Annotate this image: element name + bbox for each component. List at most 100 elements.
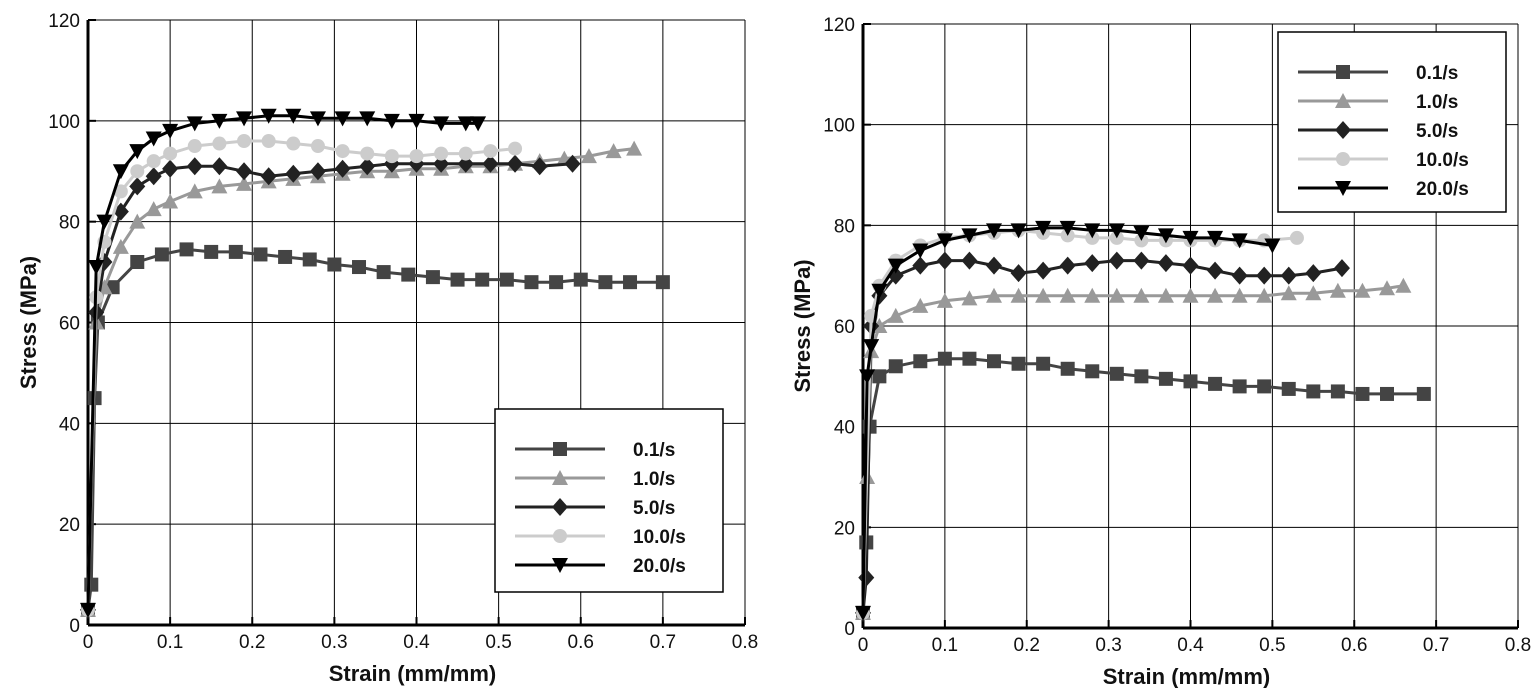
data-point (211, 178, 228, 194)
data-point (1035, 261, 1052, 280)
x-axis-title: Strain (mm/mm) (329, 661, 496, 686)
legend-label: 1.0/s (633, 469, 675, 490)
data-point (1036, 356, 1051, 371)
data-point (376, 265, 391, 280)
data-point (359, 157, 376, 176)
series-10-0-s (81, 134, 523, 617)
data-point (499, 272, 514, 287)
series-line (861, 226, 1273, 613)
data-point (285, 164, 302, 183)
data-point (871, 283, 888, 299)
data-point (186, 157, 203, 176)
data-point (1232, 379, 1247, 394)
data-point (1084, 287, 1101, 303)
legend-box (494, 408, 724, 593)
data-point (1157, 287, 1174, 303)
y-tick-label: 20 (834, 518, 855, 539)
legend-label: 5.0/s (633, 498, 675, 519)
data-point (112, 238, 129, 254)
data-point (1084, 223, 1101, 239)
data-point (1108, 223, 1125, 239)
data-point (334, 159, 351, 178)
x-tick-label: 0.2 (1014, 635, 1040, 656)
data-point (1059, 220, 1076, 236)
data-point (912, 243, 929, 259)
data-point (310, 139, 325, 154)
data-point (146, 154, 161, 169)
data-point (253, 247, 268, 262)
data-point (401, 267, 416, 282)
data-point (162, 193, 179, 209)
data-point (962, 351, 977, 366)
x-tick-label: 0.5 (485, 632, 511, 653)
data-point (1207, 261, 1224, 280)
x-tick-label: 0 (83, 632, 94, 653)
data-point (352, 260, 367, 275)
data-point (1059, 256, 1076, 275)
data-point (936, 292, 953, 308)
y-tick-label: 80 (834, 216, 855, 237)
data-point (1108, 251, 1125, 270)
y-tick-label: 100 (823, 116, 855, 137)
data-point (961, 228, 978, 244)
data-point (961, 290, 978, 306)
data-point (458, 146, 473, 161)
data-point (302, 252, 317, 267)
data-point (888, 359, 903, 374)
data-point (855, 605, 871, 621)
x-tick-label: 0.8 (1505, 635, 1531, 656)
data-point (573, 272, 588, 287)
data-point (859, 369, 876, 385)
data-point (913, 354, 928, 369)
y-tick-label: 60 (834, 317, 855, 338)
x-tick-label: 0.5 (1259, 635, 1285, 656)
series-line (861, 259, 1343, 614)
y-axis-title: Stress (MPa) (790, 259, 815, 392)
legend-swatch-marker (1336, 65, 1350, 79)
data-point (84, 577, 99, 592)
data-point (154, 247, 169, 262)
x-tick-label: 0.8 (732, 632, 758, 653)
data-point (1010, 223, 1027, 239)
data-point (1157, 228, 1174, 244)
data-point (1305, 264, 1322, 283)
data-point (204, 244, 219, 259)
legend-label: 10.0/s (633, 527, 686, 548)
legend-swatch-marker (552, 558, 568, 573)
y-axis-title: Stress (MPa) (16, 256, 41, 389)
data-point (88, 260, 105, 276)
data-point (327, 257, 342, 272)
data-point (96, 214, 113, 230)
legend-swatch-marker (1336, 152, 1350, 166)
x-tick-label: 0 (858, 635, 869, 656)
data-point (580, 148, 597, 164)
legend-swatch-marker (552, 470, 568, 485)
series-20-0-s (855, 220, 1281, 621)
data-point (937, 351, 952, 366)
legend-label: 0.1/s (1416, 63, 1458, 84)
data-point (1010, 264, 1027, 283)
data-point (1182, 230, 1199, 246)
x-axis-title: Strain (mm/mm) (1103, 664, 1270, 688)
data-point (887, 258, 904, 274)
data-point (1133, 225, 1150, 241)
series-line (861, 228, 1298, 613)
data-point (1207, 287, 1224, 303)
data-point (508, 141, 523, 156)
data-point (936, 233, 953, 249)
data-point (360, 146, 375, 161)
x-tick-label: 0.7 (650, 632, 676, 653)
data-point (1333, 259, 1350, 278)
x-tick-label: 0.6 (568, 632, 594, 653)
data-point (1059, 287, 1076, 303)
legend-swatch-marker (552, 498, 568, 516)
data-point (260, 108, 277, 124)
x-tick-label: 0.3 (1095, 635, 1121, 656)
data-point (475, 272, 490, 287)
data-point (1182, 256, 1199, 275)
y-tick-label: 120 (823, 15, 855, 36)
data-point (162, 159, 179, 178)
data-point (384, 149, 399, 164)
data-point (309, 111, 326, 127)
data-point (1183, 374, 1198, 389)
